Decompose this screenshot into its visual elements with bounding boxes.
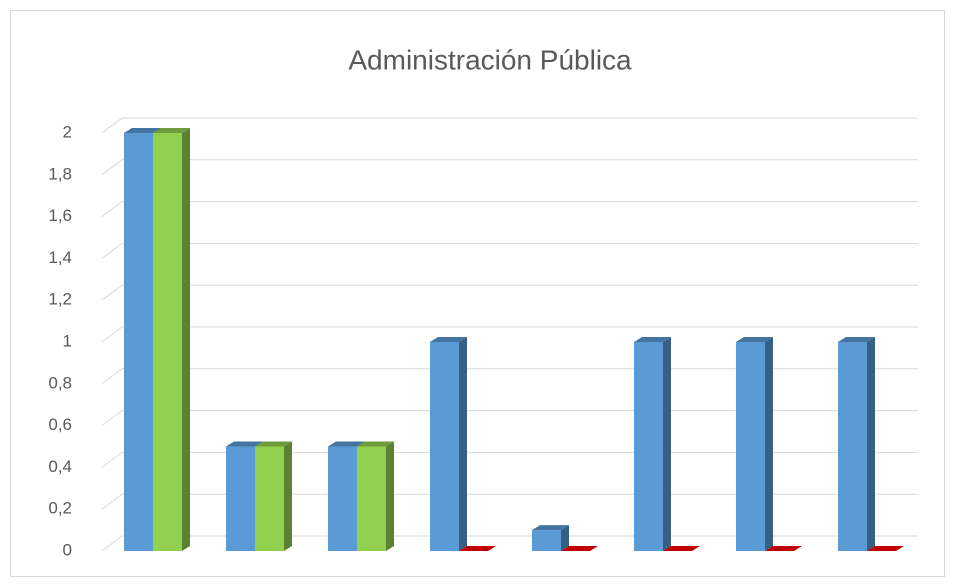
bar-top xyxy=(226,441,263,447)
bar-front xyxy=(634,342,663,551)
y-tick-label: 1,8 xyxy=(48,164,72,183)
bar-top xyxy=(357,441,394,447)
bar-side xyxy=(765,337,773,551)
bar-side xyxy=(561,525,569,551)
bar-side xyxy=(459,337,467,551)
bar-top xyxy=(736,337,773,342)
bar-front xyxy=(255,446,284,551)
grid-line-depth xyxy=(101,117,123,134)
grid-line-depth xyxy=(101,535,123,552)
y-tick-label: 0,4 xyxy=(48,457,72,476)
y-tick-label: 1 xyxy=(63,331,72,350)
y-tick-label: 0,2 xyxy=(48,499,72,518)
bar-front xyxy=(736,342,765,551)
grid-line-depth xyxy=(101,242,123,259)
bar-front xyxy=(838,342,867,551)
y-tick-label: 0,6 xyxy=(48,415,72,434)
bar-front xyxy=(430,342,459,551)
grid-line-depth xyxy=(101,493,123,510)
bar-top xyxy=(867,546,904,551)
grid-line-depth xyxy=(101,368,123,385)
bar-front xyxy=(226,446,255,551)
bar xyxy=(634,337,671,551)
bar xyxy=(357,441,394,551)
bar xyxy=(867,546,904,551)
bar-top xyxy=(838,337,875,342)
bar xyxy=(459,546,496,551)
bar-side xyxy=(867,337,875,551)
bar-front xyxy=(124,133,153,551)
grid-line-depth xyxy=(101,451,123,468)
bar xyxy=(532,525,569,551)
bar xyxy=(663,546,700,551)
bar-top xyxy=(124,128,161,133)
bar-top xyxy=(328,441,365,447)
grid-line-depth xyxy=(101,410,123,427)
bar-side xyxy=(663,337,671,551)
bar-front xyxy=(153,133,182,551)
bar-top xyxy=(430,337,467,342)
y-tick-label: 0 xyxy=(63,540,72,559)
grid-line-depth xyxy=(101,159,123,176)
bar-front xyxy=(328,446,357,551)
grid-line-depth xyxy=(101,326,123,343)
bar-side xyxy=(284,441,292,551)
grid-line-depth xyxy=(101,201,123,218)
bar xyxy=(838,337,875,551)
bar-side xyxy=(182,128,190,551)
y-tick-label: 1,4 xyxy=(48,248,72,267)
bar-top xyxy=(663,546,700,551)
bar xyxy=(153,128,190,551)
bar xyxy=(255,441,292,551)
bar-top xyxy=(459,546,496,551)
bar-front xyxy=(357,446,386,551)
bar xyxy=(736,337,773,551)
y-tick-label: 2 xyxy=(63,122,72,141)
bar xyxy=(765,546,802,551)
bar-top xyxy=(561,546,598,551)
y-tick-label: 1,2 xyxy=(48,290,72,309)
bar-top xyxy=(634,337,671,342)
bar-top xyxy=(255,441,292,447)
bar-top xyxy=(765,546,802,551)
bar-top xyxy=(532,525,569,531)
y-tick-label: 1,6 xyxy=(48,206,72,225)
bar-top xyxy=(153,128,190,133)
chart-title: Administración Pública xyxy=(348,44,632,75)
grid-line-depth xyxy=(101,284,123,301)
bar xyxy=(561,546,598,551)
bar xyxy=(430,337,467,551)
bar-front xyxy=(532,530,561,551)
y-tick-label: 0,8 xyxy=(48,373,72,392)
bar-side xyxy=(386,441,394,551)
